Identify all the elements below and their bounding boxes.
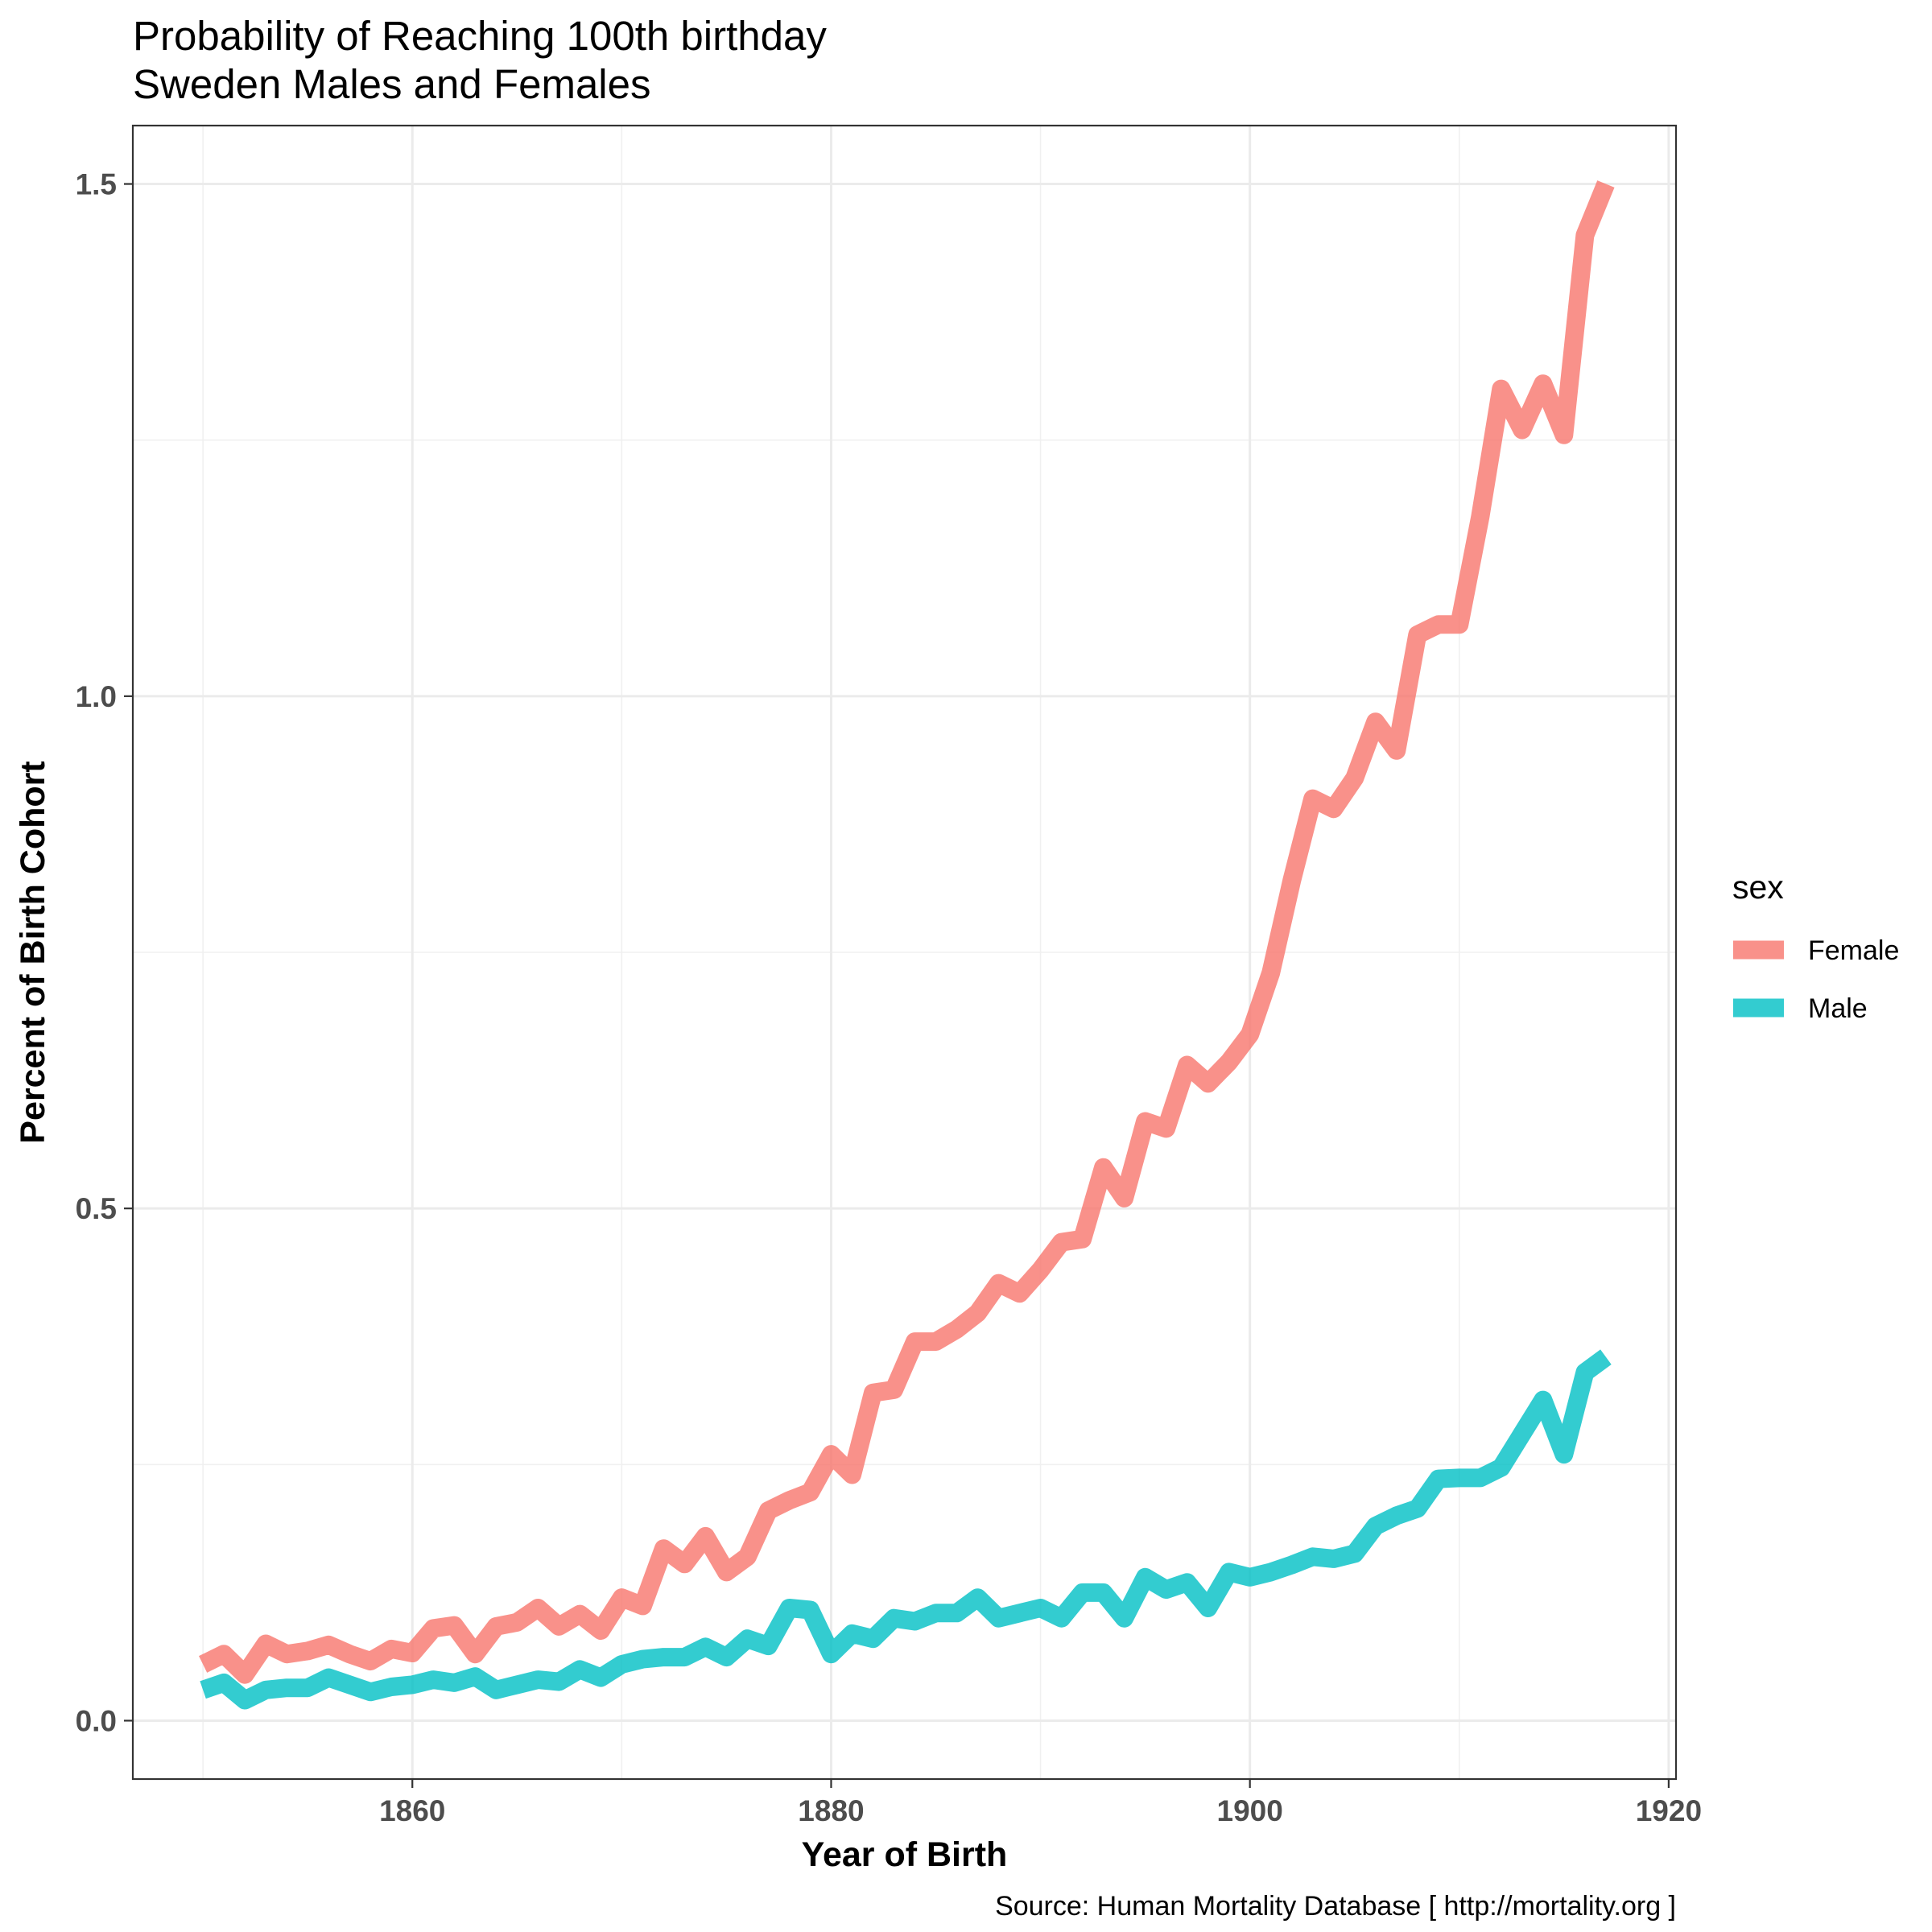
y-tick-label: 1.0 [76,680,117,713]
legend-label-male: Male [1808,993,1868,1024]
chart-title: Probability of Reaching 100th birthday [133,13,827,59]
gridlines [133,126,1676,1779]
caption: Source: Human Mortality Database [ http:… [995,1891,1676,1922]
legend: sex Female Male [1732,869,1899,1024]
y-tick-label: 0.5 [76,1192,117,1225]
legend-label-female: Female [1808,935,1899,966]
axes: 1860 1880 1900 1920 0.0 0.5 1.0 1.5 [76,168,1702,1827]
legend-title: sex [1732,869,1784,906]
y-tick-label: 1.5 [76,168,117,201]
series-line-female [199,180,1615,1684]
x-tick-label: 1900 [1217,1794,1283,1827]
chart-subtitle: Sweden Males and Females [133,61,651,107]
series-line-male [200,1349,1612,1710]
x-axis-title: Year of Birth [802,1835,1008,1874]
y-axis-title: Percent of Birth Cohort [14,761,52,1143]
x-tick-label: 1920 [1636,1794,1702,1827]
x-tick-label: 1860 [379,1794,445,1827]
x-tick-label: 1880 [798,1794,864,1827]
plot-panel-border [131,124,1678,1781]
y-tick-label: 0.0 [76,1704,117,1737]
series-lines [199,180,1615,1710]
